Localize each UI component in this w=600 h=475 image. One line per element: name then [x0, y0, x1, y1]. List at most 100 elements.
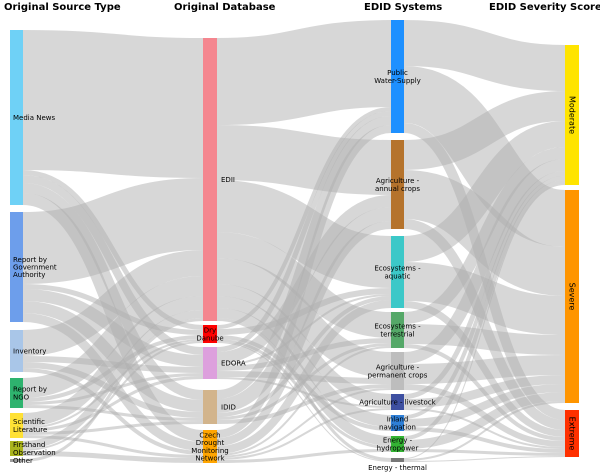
label-inland: Inland navigation [379, 416, 416, 432]
label-idid: IDID [221, 404, 236, 412]
label-inventory: Inventory [13, 348, 46, 356]
label-edii: EDII [221, 176, 235, 184]
node-eco_aqua[interactable] [391, 236, 404, 308]
link-en_thermal-to-moderate [403, 184, 566, 459]
link-en_hydro-to-severe [403, 392, 566, 449]
label-ag_perm: Agriculture -permanent crops [368, 364, 428, 380]
link-en_hydro-to-moderate [403, 180, 566, 440]
link-czech-to-en_hydro [216, 449, 392, 463]
link-firsthand-to-edii [22, 310, 204, 449]
node-pws[interactable] [391, 20, 404, 133]
link-czech-to-ag_annual [216, 221, 392, 446]
link-inland-to-moderate [403, 176, 566, 419]
labels-layer: Media News Report by Government Authority In… [13, 69, 577, 472]
label-dry_danube: Dry Danube [196, 327, 223, 343]
link-edii-to-pws [216, 20, 392, 125]
link-edora-to-pws [216, 111, 392, 352]
link-pws-to-severe [401, 66, 568, 247]
link-czech-to-ag_perm [216, 388, 392, 458]
node-firsthand[interactable] [10, 441, 23, 456]
link-ag_live-to-moderate [403, 171, 566, 399]
link-ngo-to-edii [22, 276, 204, 398]
label-en_hydro: Energy -hydropower [377, 437, 419, 453]
node-en_hydro[interactable] [391, 436, 404, 452]
link-firsthand-to-dry_danube [22, 341, 204, 451]
label-ngo: Report by NGO [13, 386, 47, 402]
link-czech-to-eco_aqua [216, 300, 392, 454]
node-extreme[interactable] [565, 410, 579, 457]
link-ag_live-to-extreme [403, 408, 566, 449]
link-other-to-edii [22, 318, 204, 462]
column-header-edid-systems: EDID Systems [364, 2, 443, 13]
node-other[interactable] [10, 459, 23, 462]
link-idid-to-eco_aqua [216, 296, 392, 417]
link-edii-to-inland [216, 296, 392, 427]
label-severe: Severe [568, 283, 577, 311]
link-ag_perm-to-severe [403, 355, 566, 384]
label-eco_aqua: Ecosystems -aquatic [374, 265, 421, 281]
node-edii[interactable] [203, 38, 217, 321]
link-dry_danube-to-pws [216, 107, 392, 329]
node-dry_danube[interactable] [203, 325, 217, 343]
node-idid[interactable] [203, 390, 217, 424]
label-gov: Report by Government Authority [13, 256, 57, 279]
link-sci_lit-to-edii [22, 296, 204, 427]
link-en_hydro-to-extreme [403, 449, 566, 456]
node-ag_annual[interactable] [391, 140, 404, 229]
node-edora[interactable] [203, 347, 217, 379]
nodes-layer [10, 20, 579, 463]
label-extreme: Extreme [568, 417, 577, 451]
column-header-database: Original Database [174, 2, 276, 13]
link-edii-to-en_thermal [216, 318, 392, 461]
link-czech-to-ag_live [216, 408, 392, 460]
link-ag_perm-to-moderate [403, 159, 566, 364]
node-czech[interactable] [203, 430, 217, 463]
link-sci_lit-to-edora [22, 376, 204, 432]
links-layer [22, 20, 568, 463]
node-ag_live[interactable] [391, 394, 404, 410]
node-inland[interactable] [391, 415, 404, 431]
label-en_thermal: Energy - thermal [368, 464, 427, 472]
column-header-source-type: Original Source Type [4, 2, 121, 13]
link-media_news-to-edii [22, 30, 204, 178]
link-ngo-to-idid [22, 405, 204, 421]
link-czech-to-pws [216, 125, 392, 438]
node-media_news[interactable] [10, 30, 23, 205]
link-en_thermal-to-severe [403, 401, 566, 461]
link-edii-to-ag_annual [216, 125, 392, 195]
label-media_news: Media News [13, 114, 56, 122]
link-sci_lit-to-idid [22, 421, 204, 435]
node-eco_terr[interactable] [391, 312, 404, 348]
label-czech: Czech Drought Monitoring Network [191, 432, 228, 463]
node-inventory[interactable] [10, 330, 23, 372]
link-pws-to-moderate [403, 20, 566, 91]
node-sci_lit[interactable] [10, 413, 23, 438]
link-eco_terr-to-severe [403, 324, 566, 355]
link-eco_terr-to-moderate [403, 147, 566, 324]
node-severe[interactable] [565, 190, 579, 403]
column-header-severity-score: EDID Severity Score [489, 2, 600, 13]
link-edii-to-ag_live [216, 284, 392, 406]
node-gov[interactable] [10, 212, 23, 322]
link-idid-to-ag_annual [216, 207, 392, 413]
label-eco_terr: Ecosystems -terrestrial [374, 323, 421, 339]
node-ag_perm[interactable] [391, 352, 404, 390]
link-gov-to-edii [22, 178, 204, 284]
label-firsthand: Firsthand Observation [13, 441, 56, 457]
label-moderate: Moderate [568, 96, 577, 134]
link-en_thermal-to-extreme [403, 456, 566, 462]
link-ag_live-to-severe [403, 375, 566, 408]
link-ag_annual-to-moderate [403, 91, 566, 170]
link-czech-to-eco_terr [216, 346, 392, 456]
label-ag_live: Agriculture - livestock [359, 399, 436, 407]
node-moderate[interactable] [565, 45, 579, 185]
label-sci_lit: Scientific Literature [13, 418, 47, 434]
label-ag_annual: Agriculture -annual crops [375, 177, 420, 193]
node-ngo[interactable] [10, 378, 23, 408]
node-en_thermal[interactable] [391, 458, 404, 462]
label-pws: Public Water-Supply [374, 69, 421, 85]
link-inventory-to-edii [22, 250, 204, 356]
label-edora: EDORA [221, 360, 246, 368]
